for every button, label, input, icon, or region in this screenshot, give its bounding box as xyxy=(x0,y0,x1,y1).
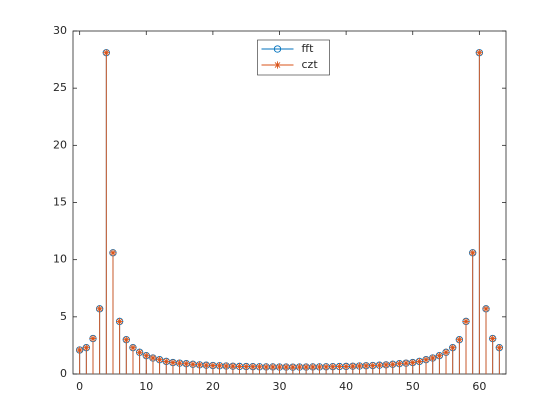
y-tick-label: 30 xyxy=(53,24,67,37)
marker xyxy=(262,363,270,371)
marker xyxy=(329,363,337,371)
marker xyxy=(82,344,90,352)
marker xyxy=(215,362,224,370)
marker xyxy=(309,363,317,371)
y-tick-label: 5 xyxy=(60,310,67,323)
marker xyxy=(242,362,250,371)
legend-label: czt xyxy=(302,58,319,71)
marker xyxy=(162,357,170,366)
marker xyxy=(315,363,324,371)
marker xyxy=(136,348,144,356)
marker xyxy=(76,346,84,354)
marker xyxy=(96,305,104,313)
marker xyxy=(422,356,430,364)
marker xyxy=(295,363,304,371)
marker xyxy=(349,362,357,370)
marker xyxy=(375,361,384,369)
marker xyxy=(482,305,490,313)
marker xyxy=(282,363,290,371)
marker xyxy=(415,357,423,366)
legend-label: fft xyxy=(302,42,315,55)
marker xyxy=(273,61,282,69)
marker xyxy=(156,356,164,364)
y-tick-label: 25 xyxy=(53,81,67,94)
marker xyxy=(195,361,204,369)
marker xyxy=(189,360,197,368)
axes-box xyxy=(72,30,507,375)
marker xyxy=(222,362,230,370)
marker xyxy=(495,344,503,352)
marker xyxy=(429,354,437,362)
marker xyxy=(355,362,364,370)
y-tick-label: 0 xyxy=(60,367,67,380)
marker xyxy=(382,361,390,369)
marker xyxy=(449,344,457,352)
marker xyxy=(269,363,277,371)
marker xyxy=(322,363,330,371)
marker xyxy=(369,361,377,370)
marker xyxy=(455,336,463,344)
x-tick-label: 40 xyxy=(339,380,353,393)
marker xyxy=(342,362,350,371)
x-tick-label: 0 xyxy=(76,380,83,393)
marker xyxy=(469,249,477,257)
marker xyxy=(235,362,244,371)
marker xyxy=(389,360,397,368)
marker xyxy=(175,359,184,367)
marker xyxy=(202,361,210,369)
marker xyxy=(362,362,370,370)
marker xyxy=(335,362,344,371)
marker xyxy=(409,358,417,367)
marker xyxy=(122,336,130,344)
marker xyxy=(255,363,264,371)
y-tick-label: 15 xyxy=(53,196,67,209)
marker xyxy=(116,317,124,326)
marker xyxy=(289,363,297,371)
marker xyxy=(402,359,410,367)
marker xyxy=(209,361,217,370)
marker xyxy=(149,354,157,362)
x-tick-label: 20 xyxy=(206,380,220,393)
x-tick-label: 10 xyxy=(139,380,153,393)
legend-box xyxy=(257,39,330,76)
marker xyxy=(142,352,150,360)
marker xyxy=(395,360,404,368)
marker xyxy=(489,334,497,343)
marker xyxy=(302,363,310,371)
marker xyxy=(89,334,97,343)
marker xyxy=(275,363,284,371)
marker xyxy=(475,49,483,57)
marker xyxy=(442,348,450,356)
marker xyxy=(229,362,237,370)
x-tick-label: 30 xyxy=(273,380,287,393)
marker xyxy=(102,49,110,57)
marker xyxy=(249,363,257,371)
marker xyxy=(109,249,117,257)
y-tick-label: 10 xyxy=(53,253,67,266)
marker xyxy=(169,358,177,367)
y-tick-label: 20 xyxy=(53,138,67,151)
marker xyxy=(129,344,137,352)
marker xyxy=(435,352,443,360)
x-tick-label: 50 xyxy=(406,380,420,393)
x-tick-label: 60 xyxy=(472,380,486,393)
marker xyxy=(462,317,470,326)
marker xyxy=(182,360,190,368)
marker xyxy=(273,45,282,53)
